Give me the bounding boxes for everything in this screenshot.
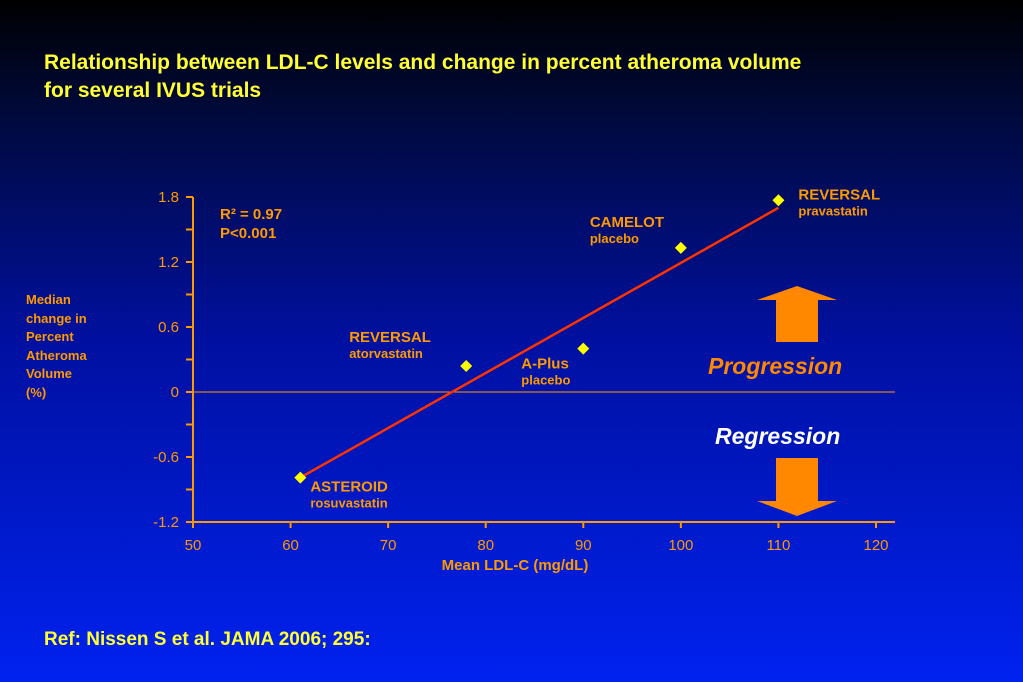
y-axis-label-line: Median (26, 292, 71, 307)
progression-arrow-icon (757, 286, 837, 342)
data-point (674, 241, 687, 254)
data-point (772, 194, 785, 207)
y-tick-label: -1.2 (153, 514, 179, 531)
x-tick-label: 70 (380, 537, 397, 554)
y-axis-label: Median change in Percent Atheroma Volume (%) (26, 291, 136, 402)
x-tick-label: 90 (575, 537, 592, 554)
y-axis-label-line: Percent (26, 329, 74, 344)
title-line-2: for several IVUS trials (44, 79, 262, 102)
y-axis-label-line: Atheroma (26, 347, 87, 363)
point-label-trial: CAMELOT (590, 214, 664, 231)
progression-label: Progression (708, 353, 843, 379)
data-point (577, 342, 590, 355)
x-tick-label: 80 (477, 537, 494, 554)
x-tick-label: 110 (766, 537, 790, 554)
y-tick-label: 1.8 (158, 189, 179, 206)
point-label-trial: ASTEROID (310, 479, 388, 496)
title-line-1: Relationship between LDL-C levels and ch… (44, 51, 802, 74)
point-label-arm: atorvastatin (349, 346, 423, 361)
regression-label: Regression (715, 423, 841, 449)
point-label-trial: REVERSAL (798, 186, 880, 203)
x-tick-label: 120 (863, 537, 888, 554)
x-tick-label: 50 (185, 537, 202, 554)
point-label-trial: REVERSAL (349, 329, 431, 346)
data-point (460, 360, 473, 372)
chart-marks: ASTEROIDrosuvastatinREVERSALatorvastatin… (294, 186, 880, 511)
regression-stats: R² = 0.97 P<0.001 (220, 205, 282, 243)
direction-arrows (757, 286, 837, 516)
chart-axes: -1.2 -0.6 0 0.6 1.2 1.8 50 60 70 80 90 100 110 120 Mea… (153, 189, 895, 574)
y-tick-label: 0 (171, 384, 179, 401)
y-axis-label-line: (%) (26, 384, 47, 400)
point-label-trial: A-Plus (521, 356, 569, 373)
point-label-arm: placebo (521, 373, 570, 388)
y-tick-label: 0.6 (158, 319, 179, 336)
p-value: P<0.001 (220, 225, 277, 242)
reference: Ref: Nissen S et al. JAMA 2006; 295: (44, 629, 371, 650)
point-label-arm: rosuvastatin (310, 496, 387, 511)
slide-title: Relationship between LDL-C levels and ch… (44, 49, 984, 105)
r-squared: R² = 0.97 (220, 206, 283, 223)
x-axis-title: Mean LDL-C (mg/dL) (442, 557, 589, 574)
point-label-arm: pravastatin (798, 203, 867, 218)
x-tick-label: 60 (282, 537, 299, 554)
y-tick-label: 1.2 (158, 254, 179, 271)
y-tick-label: -0.6 (153, 449, 179, 466)
data-point (294, 471, 307, 484)
point-label-arm: placebo (590, 231, 639, 246)
regression-arrow-icon (757, 458, 837, 516)
x-tick-label: 100 (668, 537, 693, 554)
y-axis-label-line: change in (26, 310, 87, 326)
y-axis-label-line: Volume (26, 366, 72, 381)
trend-line (299, 206, 780, 479)
